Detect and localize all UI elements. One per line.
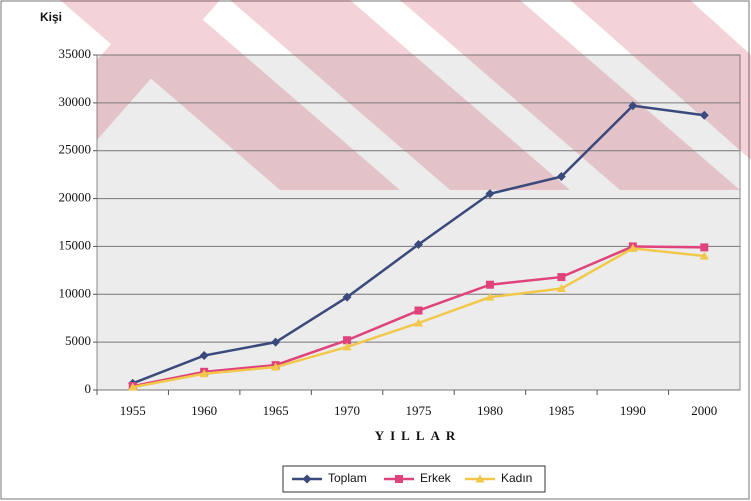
data-point: [700, 243, 709, 252]
data-point: [556, 172, 566, 182]
data-point: [271, 362, 281, 371]
y-tick-label: 20000: [59, 190, 92, 205]
y-axis-title: Kişi: [40, 10, 62, 24]
plot-area: [96, 54, 741, 391]
data-point: [485, 189, 495, 199]
data-point: [342, 292, 352, 302]
y-tick-label: 30000: [59, 94, 92, 109]
data-point: [342, 342, 352, 351]
legend-marker: [475, 474, 485, 483]
y-tick-label: 35000: [59, 46, 92, 61]
data-point: [271, 337, 281, 347]
legend-label: Toplam: [328, 471, 367, 485]
legend-label: Erkek: [420, 471, 452, 485]
data-point: [699, 110, 709, 120]
x-tick-label: 1975: [406, 403, 432, 418]
x-tick-label: 1960: [191, 403, 217, 418]
data-point: [556, 284, 566, 293]
data-point: [414, 306, 423, 315]
x-axis-title: YILLAR: [375, 428, 462, 443]
watermark: [60, 0, 751, 190]
data-point: [414, 240, 423, 250]
data-point: [628, 101, 638, 111]
data-point: [628, 243, 638, 252]
data-point: [485, 280, 494, 289]
data-point: [485, 292, 495, 301]
data-point: [199, 351, 209, 361]
legend-marker: [302, 474, 312, 484]
y-tick-label: 0: [85, 381, 92, 396]
data-point: [414, 318, 423, 327]
y-tick-label: 10000: [59, 285, 92, 300]
x-tick-label: 1985: [548, 403, 574, 418]
x-tick-label: 1980: [477, 403, 503, 418]
x-tick-label: 1990: [620, 403, 646, 418]
data-point: [557, 273, 566, 282]
x-tick-label: 2000: [691, 403, 717, 418]
legend-marker: [395, 475, 403, 483]
legend-label: Kadın: [501, 471, 532, 485]
data-point: [128, 382, 138, 391]
x-tick-label: 1955: [120, 403, 146, 418]
y-tick-label: 25000: [59, 142, 92, 157]
y-tick-label: 15000: [59, 237, 92, 252]
y-tick-label: 5000: [65, 333, 91, 348]
data-point: [199, 369, 209, 378]
x-tick-label: 1965: [263, 403, 289, 418]
x-tick-label: 1970: [334, 403, 360, 418]
data-point: [343, 336, 352, 345]
data-point: [699, 251, 709, 260]
